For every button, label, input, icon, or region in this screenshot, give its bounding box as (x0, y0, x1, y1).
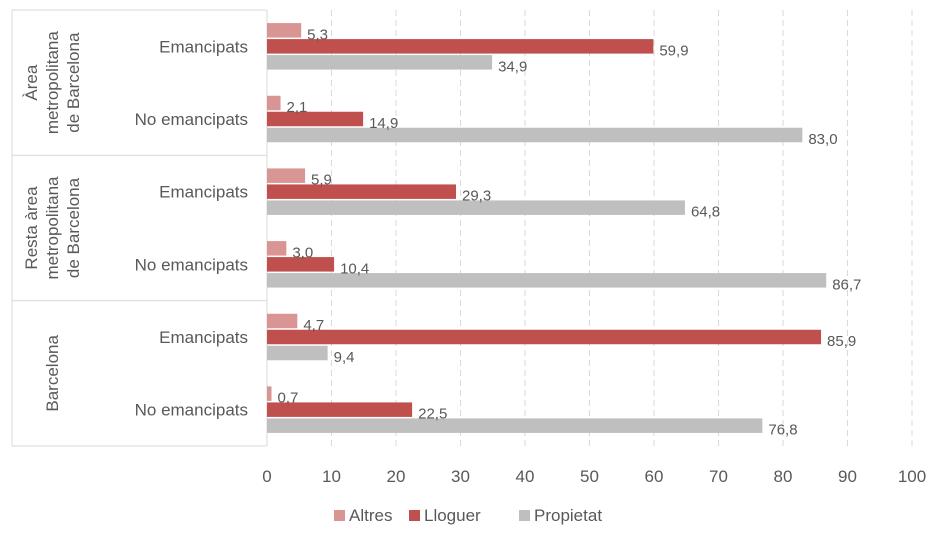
legend-label: Lloguer (424, 506, 481, 525)
bar-lloguer (267, 257, 335, 272)
legend-swatch-propietat (519, 510, 530, 521)
data-label: 0,7 (278, 390, 299, 407)
bar-propietat (267, 345, 328, 361)
bar-altres (267, 386, 272, 401)
data-label: 86,7 (832, 276, 861, 293)
x-tick-label: 50 (580, 467, 599, 486)
x-tick-label: 60 (645, 467, 664, 486)
bar-propietat (267, 55, 493, 70)
x-axis-ticks: 0 10 20 30 40 50 60 70 80 90 100 (262, 467, 926, 486)
legend-swatch-altres (334, 510, 345, 521)
data-label: 14,9 (369, 115, 398, 132)
x-tick-label: 70 (709, 467, 728, 486)
bar-altres (267, 168, 306, 183)
x-tick-label: 40 (516, 467, 535, 486)
bar-lloguer (267, 402, 413, 417)
legend-label: Altres (349, 506, 392, 525)
x-tick-label: 0 (262, 467, 271, 486)
data-label: 5,3 (307, 26, 328, 43)
bar-lloguer (267, 111, 364, 127)
data-labels: 5,3 59,9 34,9 2,1 14,9 83,0 5,9 29,3 64,8 3,0 10,4… (278, 26, 862, 438)
bar-altres (267, 241, 287, 256)
legend: Altres Lloguer Propietat (334, 506, 602, 525)
gridlines (331, 10, 913, 446)
bar-altres (267, 95, 281, 111)
data-label: 59,9 (659, 42, 688, 59)
bar-propietat (267, 273, 827, 288)
data-label: 2,1 (287, 99, 308, 116)
bar-altres (267, 313, 298, 329)
data-label: 5,9 (311, 172, 332, 189)
bar-altres (267, 23, 302, 38)
category-label: Emancipats (159, 183, 248, 202)
data-label: 34,9 (498, 58, 527, 75)
category-frame (11, 9, 268, 447)
bar-propietat (267, 418, 763, 433)
data-label: 83,0 (808, 131, 837, 148)
group-label: de Barcelona (64, 177, 83, 278)
group-label: metropolitana (43, 176, 62, 280)
bar-propietat (267, 127, 803, 143)
category-label: Emancipats (159, 37, 248, 56)
bar-propietat (267, 200, 685, 215)
data-label: 3,0 (292, 244, 313, 261)
category-label: No emancipats (135, 110, 248, 129)
category-label: No emancipats (135, 255, 248, 274)
group-label: Resta àrea (22, 186, 41, 270)
data-label: 76,8 (768, 422, 797, 439)
bar-lloguer (267, 329, 822, 345)
data-label: 85,9 (827, 333, 856, 350)
category-labels: Emancipats No emancipats Emancipats No eman… (135, 37, 248, 419)
data-label: 22,5 (418, 406, 447, 423)
bar-lloguer (267, 184, 456, 199)
bars (267, 23, 827, 433)
group-label: de Barcelona (64, 32, 83, 133)
data-label: 29,3 (462, 188, 491, 205)
data-label: 10,4 (340, 260, 369, 277)
x-tick-label: 100 (898, 467, 926, 486)
bar-lloguer (267, 39, 654, 54)
group-label: metropolitana (43, 31, 62, 135)
category-label: Emancipats (159, 328, 248, 347)
x-tick-label: 10 (322, 467, 341, 486)
legend-label: Propietat (534, 506, 602, 525)
group-label: Àrea (22, 64, 41, 100)
x-tick-label: 30 (451, 467, 470, 486)
category-label: No emancipats (135, 401, 248, 420)
x-tick-label: 90 (838, 467, 857, 486)
data-label: 9,4 (334, 349, 355, 366)
x-tick-label: 20 (387, 467, 406, 486)
data-label: 4,7 (303, 317, 324, 334)
data-label: 64,8 (691, 204, 720, 221)
x-tick-label: 80 (774, 467, 793, 486)
group-label: Barcelona (43, 335, 62, 412)
legend-swatch-lloguer (409, 510, 420, 521)
